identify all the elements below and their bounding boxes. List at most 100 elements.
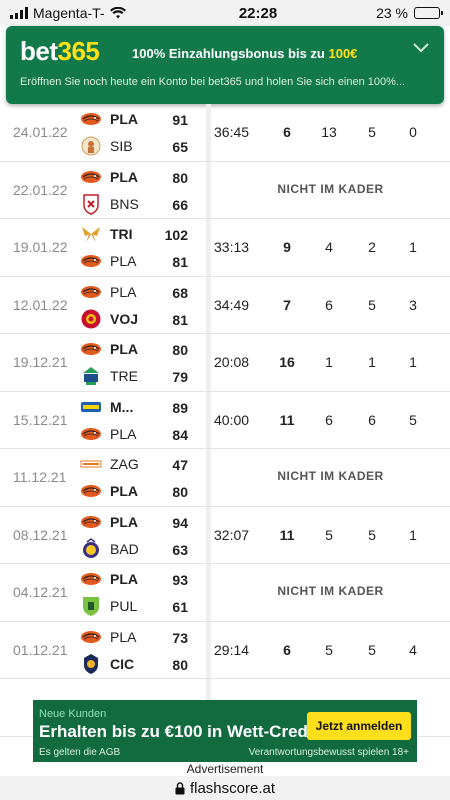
home-score: 73 — [172, 629, 188, 646]
stat-rebounds: 5 — [325, 641, 333, 658]
game-row[interactable]: 19.01.22 TRI 102 PLA 81 33:13 9 4 2 1 — [0, 219, 450, 277]
stat-points: 11 — [279, 411, 295, 428]
home-team: PLA — [80, 509, 170, 535]
banner-headline: 100% Einzahlungsbonus bis zu 100€ — [132, 46, 358, 61]
team-abbr: PLA — [110, 483, 138, 499]
home-team: PLA — [80, 279, 170, 305]
clock: 22:28 — [238, 4, 278, 22]
team-logo-icon — [80, 653, 102, 675]
team-abbr: PLA — [110, 253, 137, 269]
team-logo-icon — [80, 223, 102, 245]
home-score: 80 — [172, 342, 188, 358]
column-divider — [206, 276, 211, 333]
away-score: 84 — [172, 426, 188, 443]
stat-rebounds: 4 — [325, 239, 333, 255]
team-logo-icon — [80, 338, 102, 360]
game-row[interactable]: 19.12.21 PLA 80 TRE 79 20:08 16 1 1 1 — [0, 334, 450, 392]
bet365-banner[interactable]: bet365 100% Einzahlungsbonus bis zu 100€… — [6, 26, 444, 104]
home-score: 68 — [172, 284, 188, 301]
stat-points: 7 — [283, 296, 291, 313]
carrier-label: Magenta-T- — [33, 5, 105, 21]
team-abbr: PLA — [110, 111, 138, 127]
game-row[interactable]: 11.12.21 ZAG 47 PLA 80 NICHT IM KADER — [0, 449, 450, 507]
team-abbr: PLA — [110, 571, 138, 587]
game-row[interactable]: 24.01.22 PLA 91 SIB 65 36:45 6 13 5 0 — [0, 104, 450, 162]
home-team: PLA — [80, 106, 170, 132]
battery-percent: 23 % — [376, 5, 408, 21]
url-text: flashscore.at — [189, 779, 276, 797]
stat-assists: 5 — [368, 641, 376, 658]
advertisement-banner[interactable]: Neue Kunden Erhalten bis zu €100 in Wett… — [33, 700, 417, 762]
stat-extra: 1 — [409, 354, 417, 370]
away-score: 79 — [172, 369, 188, 385]
home-score: 80 — [172, 169, 188, 186]
column-divider — [206, 449, 211, 506]
away-team: PLA — [80, 478, 170, 504]
stat-assists: 6 — [368, 411, 376, 428]
away-score: 63 — [172, 541, 188, 558]
team-abbr: PLA — [110, 513, 138, 530]
stat-points: 11 — [279, 526, 295, 543]
away-team: SIB — [80, 133, 170, 159]
ad-terms: Es gelten die AGB — [39, 747, 121, 758]
chevron-down-icon[interactable] — [412, 42, 430, 54]
home-score: 102 — [164, 227, 188, 243]
game-date: 24.01.22 — [13, 124, 68, 140]
team-logo-icon — [80, 193, 102, 215]
game-row[interactable]: 15.12.21 M... 89 PLA 84 40:00 11 6 6 5 — [0, 391, 450, 449]
stat-rebounds: 6 — [325, 296, 333, 313]
stat-rebounds: 1 — [325, 354, 333, 370]
away-team: PLA — [80, 421, 170, 447]
team-logo-icon — [80, 480, 102, 502]
team-abbr: CIC — [110, 655, 135, 672]
banner-subtext: Eröffnen Sie noch heute ein Konto bei be… — [20, 76, 406, 88]
url-bar[interactable]: flashscore.at — [0, 776, 450, 800]
game-row[interactable]: 22.01.22 PLA 80 BNS 66 NICHT IM KADER — [0, 161, 450, 219]
wifi-icon — [109, 7, 126, 19]
stat-extra: 1 — [409, 526, 417, 543]
stat-minutes: 32:07 — [214, 526, 250, 543]
game-row[interactable]: 08.12.21 PLA 94 BAD 63 32:07 11 5 5 1 — [0, 506, 450, 564]
team-logo-icon — [80, 281, 102, 303]
away-score: 80 — [172, 484, 188, 500]
team-abbr: TRI — [110, 226, 133, 242]
stat-minutes: 33:13 — [214, 239, 250, 255]
ad-kicker: Neue Kunden — [39, 708, 107, 720]
stat-points: 9 — [283, 239, 291, 255]
game-row[interactable]: 01.12.21 PLA 73 CIC 80 29:14 6 5 5 4 — [0, 621, 450, 679]
away-score: 66 — [172, 196, 188, 213]
ad-headline: Erhalten bis zu €100 in Wett-Credits — [39, 722, 328, 741]
away-score: 61 — [172, 599, 188, 615]
stat-points: 6 — [283, 641, 291, 658]
stat-extra: 5 — [409, 411, 417, 428]
stat-assists: 2 — [368, 239, 376, 255]
stat-rebounds: 5 — [325, 526, 333, 543]
home-team: PLA — [80, 164, 170, 190]
bet365-logo: bet365 — [20, 36, 100, 66]
status-bar: Magenta-T- 22:28 23 % — [0, 0, 450, 26]
stat-extra: 4 — [409, 641, 417, 658]
away-score: 80 — [172, 656, 188, 673]
away-score: 81 — [172, 311, 188, 328]
away-team: TRE — [80, 363, 170, 389]
team-abbr: VOJ — [110, 310, 139, 327]
game-row[interactable]: 12.01.22 PLA 68 VOJ 81 34:49 7 6 5 3 — [0, 276, 450, 334]
home-score: 91 — [172, 112, 188, 128]
team-abbr: BNS — [110, 195, 139, 212]
home-team: M... — [80, 394, 170, 420]
stat-points: 6 — [283, 124, 291, 140]
stat-minutes: 36:45 — [214, 124, 250, 140]
signup-button[interactable]: Jetzt anmelden — [307, 712, 411, 740]
game-row[interactable]: 04.12.21 PLA 93 PUL 61 NICHT IM KADER — [0, 564, 450, 622]
stat-extra: 0 — [409, 124, 417, 140]
column-divider — [206, 564, 211, 621]
team-logo-icon — [80, 423, 102, 445]
team-abbr: SIB — [110, 138, 133, 154]
team-abbr: ZAG — [110, 456, 139, 472]
team-logo-icon — [80, 308, 102, 330]
game-date: 11.12.21 — [13, 469, 67, 485]
team-logo-icon — [80, 453, 102, 475]
column-divider — [206, 391, 211, 448]
stat-assists: 5 — [368, 526, 376, 543]
stat-rebounds: 13 — [321, 124, 337, 140]
